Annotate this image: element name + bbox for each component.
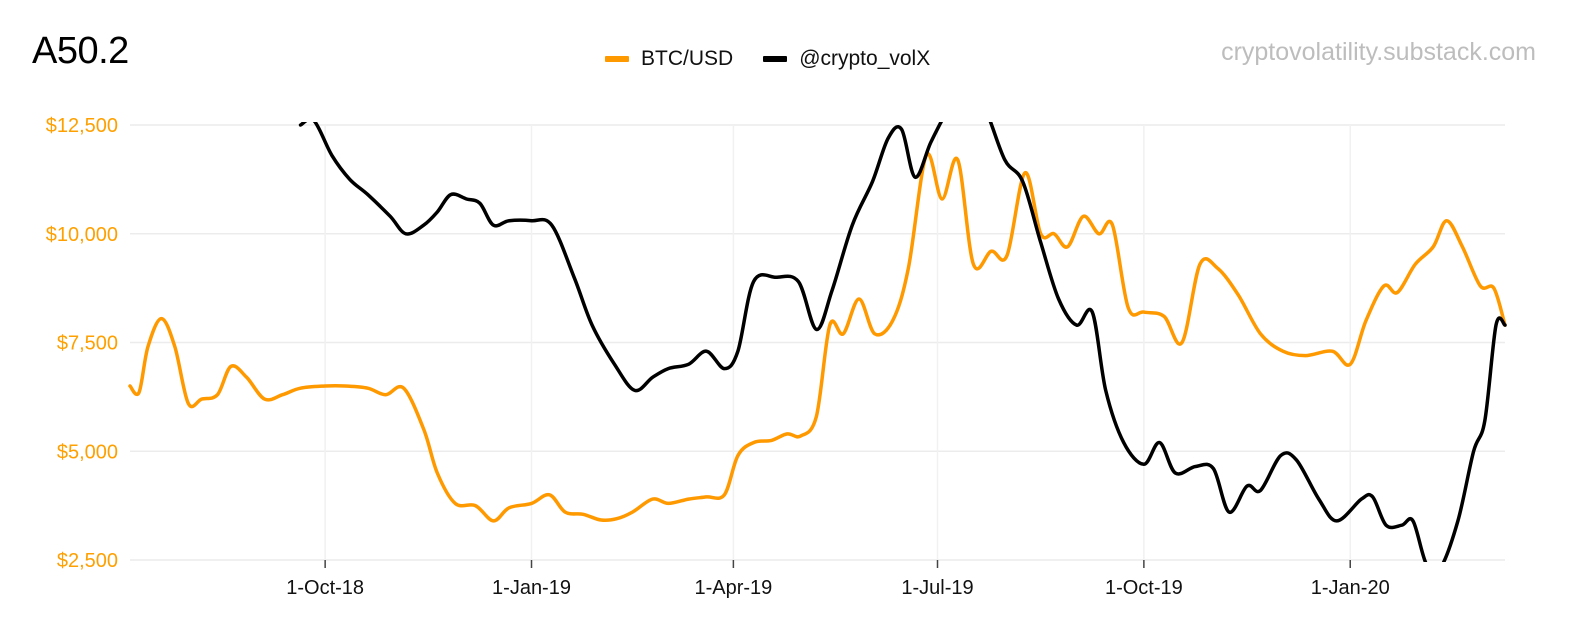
- x-tick-label: 1-Oct-18: [286, 577, 364, 599]
- y-tick-label: $12,500: [46, 115, 118, 137]
- x-tick-label: 1-Jan-20: [1311, 577, 1390, 599]
- x-tick-label: 1-Jul-19: [901, 577, 973, 599]
- series-line-crypto-volx: [298, 122, 1507, 562]
- y-tick-label: $5,000: [57, 441, 118, 463]
- series-line-btc-usd: [128, 152, 1507, 523]
- legend-swatch-volx: [763, 56, 788, 62]
- x-tick-label: 1-Oct-19: [1105, 577, 1183, 599]
- legend-item-btc: BTC/USD: [605, 47, 733, 71]
- chart-title: A50.2: [32, 30, 129, 72]
- legend-label-btc: BTC/USD: [641, 47, 734, 70]
- axis-layer: $2,500 $5,000 $7,500 $10,000 $12,500 1-Oct-18…: [46, 115, 1390, 599]
- series-layer: [128, 122, 1507, 562]
- legend-swatch-btc: [605, 56, 629, 62]
- y-tick-label: $7,500: [57, 333, 118, 355]
- x-tick-label: 1-Jan-19: [492, 577, 571, 599]
- y-tick-label: $2,500: [57, 550, 118, 572]
- watermark-text: cryptovolatility.substack.com: [1221, 38, 1536, 66]
- chart-legend: BTC/USD @crypto_volX: [605, 47, 930, 71]
- y-tick-label: $10,000: [46, 224, 118, 246]
- legend-label-volx: @crypto_volX: [799, 47, 931, 70]
- x-tick-label: 1-Apr-19: [694, 577, 772, 599]
- grid-layer: [130, 124, 1505, 561]
- legend-item-volx: @crypto_volX: [763, 47, 930, 71]
